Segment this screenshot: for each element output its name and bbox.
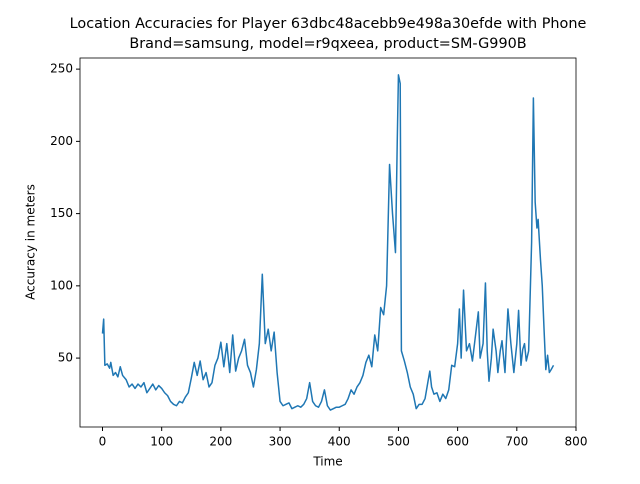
x-tick-label: 800 xyxy=(565,435,588,449)
chart-title: Location Accuracies for Player 63dbc48ac… xyxy=(70,16,587,32)
plot-frame xyxy=(79,57,577,428)
x-tick-label: 700 xyxy=(505,435,528,449)
line xyxy=(101,74,555,411)
x-tick-label: 400 xyxy=(328,435,351,449)
x-tick-label: 500 xyxy=(387,435,410,449)
chart-title: Brand=samsung, model=r9qxeea, product=SM… xyxy=(129,36,526,52)
y-tick-label: 200 xyxy=(50,134,73,148)
x-tick-label: 100 xyxy=(150,435,173,449)
x-tick-label: 600 xyxy=(446,435,469,449)
x-axis-label: Time xyxy=(312,455,342,469)
y-axis-label: Accuracy in meters xyxy=(24,184,38,300)
y-tick-label: 50 xyxy=(58,351,73,365)
y-tick-label: 100 xyxy=(50,278,73,292)
y-tick-label: 150 xyxy=(50,206,73,220)
x-tick-label: 200 xyxy=(209,435,232,449)
y-tick-label: 250 xyxy=(50,62,73,76)
x-tick-label: 0 xyxy=(99,435,107,449)
x-tick-label: 300 xyxy=(269,435,292,449)
